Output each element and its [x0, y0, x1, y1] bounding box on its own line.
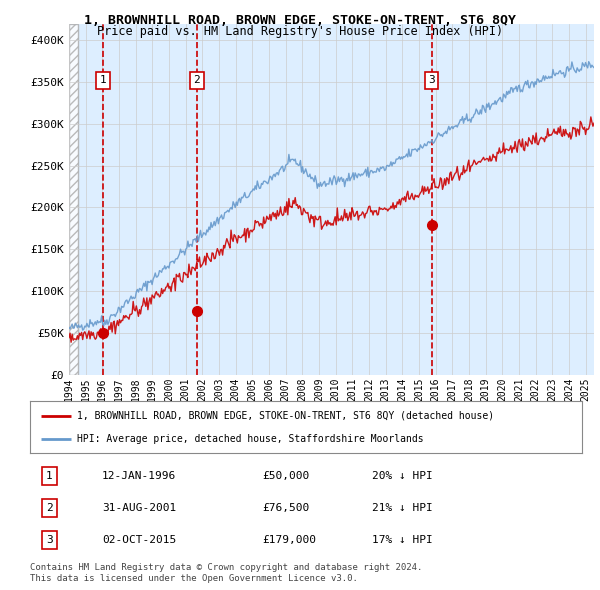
Bar: [69, 24, 78, 375]
Text: Contains HM Land Registry data © Crown copyright and database right 2024.
This d: Contains HM Land Registry data © Crown c…: [30, 563, 422, 583]
Text: 1, BROWNHILL ROAD, BROWN EDGE, STOKE-ON-TRENT, ST6 8QY (detached house): 1, BROWNHILL ROAD, BROWN EDGE, STOKE-ON-…: [77, 411, 494, 421]
Text: 31-AUG-2001: 31-AUG-2001: [102, 503, 176, 513]
Text: 1, BROWNHILL ROAD, BROWN EDGE, STOKE-ON-TRENT, ST6 8QY: 1, BROWNHILL ROAD, BROWN EDGE, STOKE-ON-…: [84, 14, 516, 27]
Text: 1: 1: [100, 76, 106, 86]
Text: HPI: Average price, detached house, Staffordshire Moorlands: HPI: Average price, detached house, Staf…: [77, 434, 424, 444]
Text: £50,000: £50,000: [262, 471, 309, 481]
Text: 17% ↓ HPI: 17% ↓ HPI: [372, 535, 433, 545]
Text: 3: 3: [46, 535, 53, 545]
Text: Price paid vs. HM Land Registry's House Price Index (HPI): Price paid vs. HM Land Registry's House …: [97, 25, 503, 38]
Text: 12-JAN-1996: 12-JAN-1996: [102, 471, 176, 481]
Text: 3: 3: [428, 76, 435, 86]
Text: 20% ↓ HPI: 20% ↓ HPI: [372, 471, 433, 481]
Text: 21% ↓ HPI: 21% ↓ HPI: [372, 503, 433, 513]
Text: 2: 2: [193, 76, 200, 86]
Text: 1: 1: [46, 471, 53, 481]
Text: 02-OCT-2015: 02-OCT-2015: [102, 535, 176, 545]
Text: £179,000: £179,000: [262, 535, 316, 545]
Text: 2: 2: [46, 503, 53, 513]
Text: £76,500: £76,500: [262, 503, 309, 513]
